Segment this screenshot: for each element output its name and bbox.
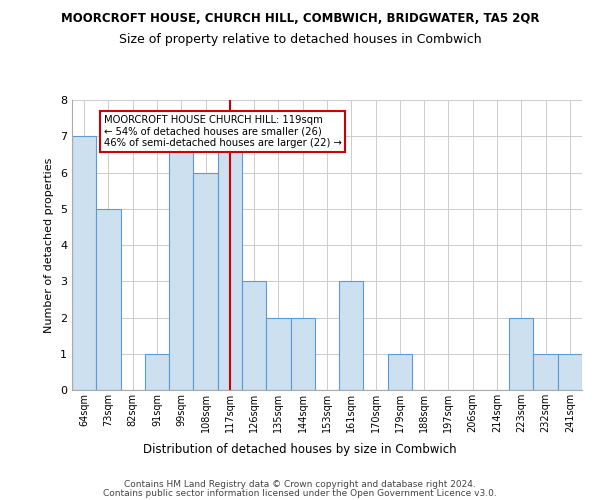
Bar <box>509 318 533 390</box>
Bar <box>72 136 96 390</box>
Bar <box>533 354 558 390</box>
Text: MOORCROFT HOUSE CHURCH HILL: 119sqm
← 54% of detached houses are smaller (26)
46: MOORCROFT HOUSE CHURCH HILL: 119sqm ← 54… <box>104 114 341 148</box>
Text: Distribution of detached houses by size in Combwich: Distribution of detached houses by size … <box>143 442 457 456</box>
Text: MOORCROFT HOUSE, CHURCH HILL, COMBWICH, BRIDGWATER, TA5 2QR: MOORCROFT HOUSE, CHURCH HILL, COMBWICH, … <box>61 12 539 26</box>
Y-axis label: Number of detached properties: Number of detached properties <box>44 158 55 332</box>
Bar <box>266 318 290 390</box>
Bar <box>145 354 169 390</box>
Text: Contains public sector information licensed under the Open Government Licence v3: Contains public sector information licen… <box>103 489 497 498</box>
Bar <box>96 209 121 390</box>
Bar <box>242 281 266 390</box>
Bar <box>218 136 242 390</box>
Bar <box>290 318 315 390</box>
Bar <box>193 172 218 390</box>
Bar <box>169 136 193 390</box>
Bar <box>558 354 582 390</box>
Bar <box>339 281 364 390</box>
Bar <box>388 354 412 390</box>
Text: Contains HM Land Registry data © Crown copyright and database right 2024.: Contains HM Land Registry data © Crown c… <box>124 480 476 489</box>
Text: Size of property relative to detached houses in Combwich: Size of property relative to detached ho… <box>119 32 481 46</box>
